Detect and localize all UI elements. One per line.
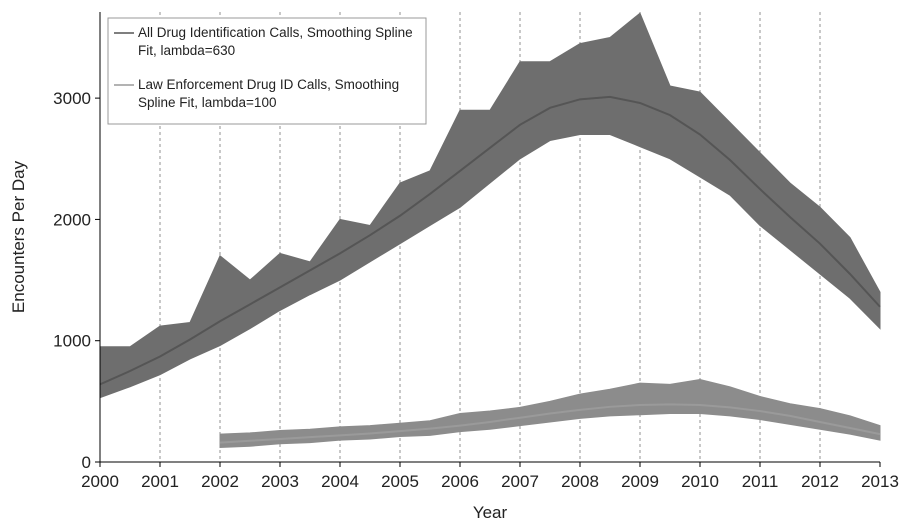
x-tick-label: 2009 — [621, 472, 659, 491]
x-tick-label: 2000 — [81, 472, 119, 491]
series-line — [219, 403, 881, 444]
x-tick-label: 2007 — [501, 472, 539, 491]
x-tick-label: 2005 — [381, 472, 419, 491]
legend-label: All Drug Identification Calls, Smoothing… — [138, 25, 413, 58]
legend-label: Law Enforcement Drug ID Calls, Smoothing… — [138, 77, 400, 110]
x-tick-label: 2006 — [441, 472, 479, 491]
data-band — [99, 12, 881, 399]
legend-entry: All Drug Identification Calls, Smoothing… — [138, 25, 413, 58]
x-tick-label: 2012 — [801, 472, 839, 491]
x-tick-label: 2011 — [742, 472, 779, 491]
x-tick-label: 2004 — [321, 472, 359, 491]
x-tick-label: 2008 — [561, 472, 599, 491]
x-tick-label: 2013 — [861, 472, 899, 491]
y-tick-label: 3000 — [53, 89, 91, 108]
x-tick-label: 2001 — [141, 472, 179, 491]
y-axis-title: Encounters Per Day — [9, 160, 28, 313]
y-tick-label: 1000 — [53, 332, 91, 351]
x-tick-label: 2002 — [201, 472, 239, 491]
x-tick-label: 2003 — [261, 472, 299, 491]
series-line — [99, 95, 881, 386]
y-tick-label: 2000 — [53, 210, 91, 229]
x-axis-title: Year — [473, 503, 508, 522]
legend-entry: Law Enforcement Drug ID Calls, Smoothing… — [138, 77, 400, 110]
y-tick-label: 0 — [82, 453, 91, 472]
x-tick-label: 2010 — [681, 472, 719, 491]
legend-box — [107, 17, 427, 125]
